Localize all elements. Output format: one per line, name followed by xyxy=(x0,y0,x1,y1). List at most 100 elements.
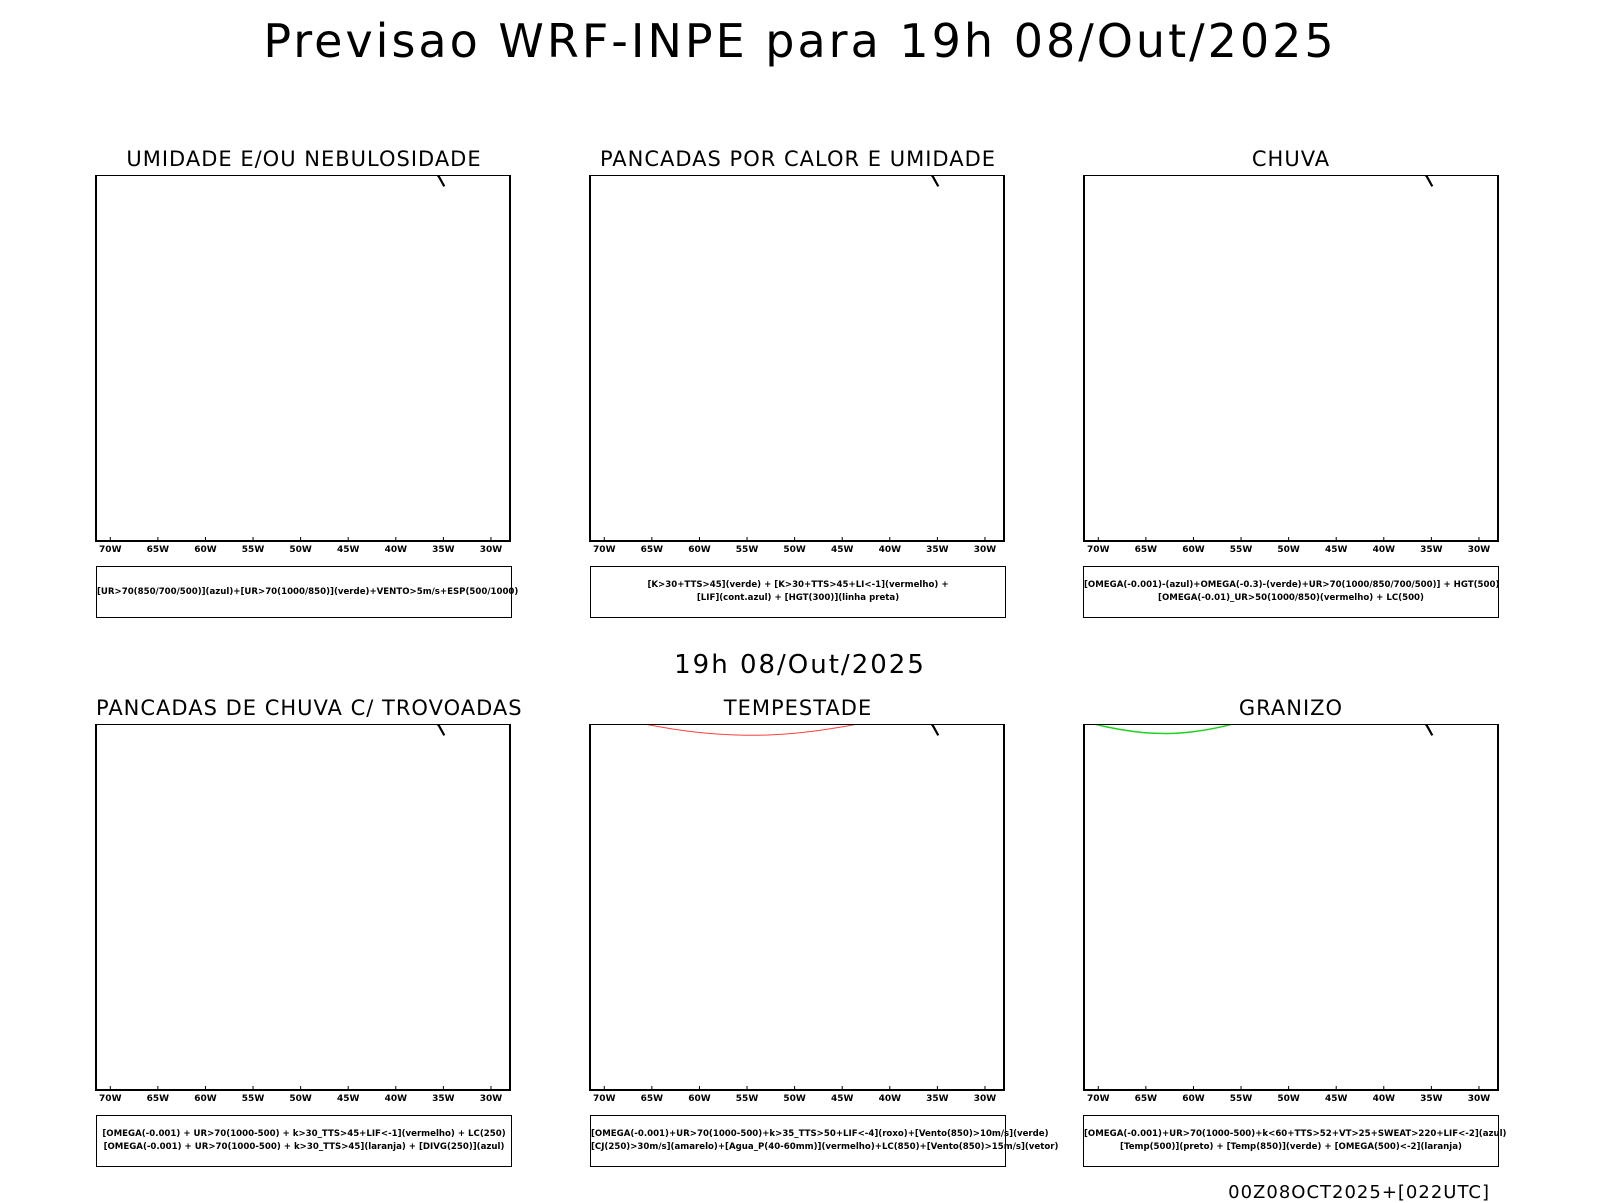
coastline xyxy=(929,175,940,187)
lon-tick-label: 45W xyxy=(337,545,360,555)
lon-tick-label: 55W xyxy=(736,545,759,555)
panel-title: UMIDADE E/OU NEBULOSIDADE xyxy=(126,147,482,171)
lon-tick-label: 50W xyxy=(289,1094,312,1104)
run-timestamp: 00Z08OCT2025+[022UTC] xyxy=(1228,1182,1490,1203)
lon-tick-label: 35W xyxy=(1420,545,1443,555)
lon-tick-label: 35W xyxy=(926,1094,949,1104)
panel-title: TEMPESTADE xyxy=(723,696,873,720)
legend-box: [UR>70(850/700/500)](azul)+[UR>70(1000/8… xyxy=(96,566,519,618)
map-humidity: 1008101210161020102410201016101210245705… xyxy=(95,175,511,555)
legend-box: [OMEGA(-0.001)+UR>70(1000-500)+k<60+TTS>… xyxy=(1083,1115,1507,1167)
map-frame xyxy=(1083,724,1499,1091)
lon-tick-label: 40W xyxy=(1373,1094,1396,1104)
legend-line-1: [OMEGA(-0.001)-(azul)+OMEGA(-0.3)-(verde… xyxy=(1084,580,1500,590)
legend-line-1: [OMEGA(-0.001)+UR>70(1000-500)+k<60+TTS>… xyxy=(1084,1129,1507,1139)
map-content: 1008101210161020102410201016101210245705… xyxy=(337,175,446,187)
map-hail: -12-15-18-21-24-12-15-18-21-15-1812S15S1… xyxy=(1083,724,1499,1104)
lon-tick-label: 50W xyxy=(289,545,312,555)
lon-tick-label: 50W xyxy=(783,545,806,555)
lon-tick-label: 45W xyxy=(337,1094,360,1104)
lon-tick-label: 55W xyxy=(1230,545,1253,555)
map-content xyxy=(641,724,940,736)
map-convection: 9600952094409360928096009520944093609280… xyxy=(589,175,1005,555)
lon-tick-label: 55W xyxy=(242,1094,265,1104)
lon-tick-label: 45W xyxy=(1325,1094,1348,1104)
legend-line-1: [OMEGA(-0.001)+UR>70(1000-500)+k>35_TTS>… xyxy=(591,1129,1049,1139)
map-content xyxy=(337,724,446,736)
lon-tick-label: 60W xyxy=(1182,545,1205,555)
panel-title: GRANIZO xyxy=(1238,696,1344,720)
panel-title: PANCADAS DE CHUVA C/ TROVOADAS xyxy=(96,696,523,720)
lon-tick-label: 30W xyxy=(480,545,503,555)
panel-title: CHUVA xyxy=(1251,147,1331,171)
lon-tick-label: 40W xyxy=(385,545,408,555)
lon-tick-label: 30W xyxy=(480,1094,503,1104)
lon-tick-label: 60W xyxy=(194,545,217,555)
legend-box: [OMEGA(-0.001)+UR>70(1000-500)+k>35_TTS>… xyxy=(590,1115,1059,1167)
lon-tick-label: 70W xyxy=(1087,545,1110,555)
lon-tick-label: 35W xyxy=(432,545,455,555)
map-rain: 57657056756457357658258512S15S18S21S24S2… xyxy=(1083,175,1499,555)
lon-tick-label: 65W xyxy=(641,545,664,555)
lon-tick-label: 45W xyxy=(1325,545,1348,555)
lon-tick-label: 70W xyxy=(99,1094,122,1104)
lon-tick-label: 60W xyxy=(194,1094,217,1104)
legend-line-2: [Temp(500)](preto) + [Temp(850)](verde) … xyxy=(1120,1142,1462,1152)
mid-date-title: 19h 08/Out/2025 xyxy=(674,650,926,680)
map-content: 576570567564573576582585 xyxy=(1325,175,1434,187)
lon-tick-label: 40W xyxy=(1373,545,1396,555)
map-frame xyxy=(95,175,511,542)
lon-tick-label: 70W xyxy=(99,545,122,555)
lon-tick-label: 45W xyxy=(831,545,854,555)
lon-tick-label: 50W xyxy=(1277,1094,1300,1104)
lon-tick-label: 55W xyxy=(242,545,265,555)
lon-tick-label: 40W xyxy=(879,545,902,555)
coastline xyxy=(435,175,446,187)
lon-tick-label: 40W xyxy=(879,1094,902,1104)
lon-tick-label: 70W xyxy=(593,545,616,555)
map-frame xyxy=(589,175,1005,542)
map-storm: 12S15S18S21S24S27S30S33S36S39S42S70W65W6… xyxy=(589,724,1005,1104)
lon-tick-label: 30W xyxy=(1468,1094,1491,1104)
legend-line-1: [OMEGA(-0.001) + UR>70(1000-500) + k>30_… xyxy=(102,1129,506,1139)
lon-tick-label: 60W xyxy=(688,545,711,555)
map-content: -12-15-18-21-24-12-15-18-21-15-18 xyxy=(1090,724,1434,736)
coastline xyxy=(929,724,940,736)
lon-tick-label: 50W xyxy=(783,1094,806,1104)
lon-tick-label: 30W xyxy=(974,545,997,555)
map-frame xyxy=(1083,175,1499,542)
lon-tick-label: 65W xyxy=(1135,1094,1158,1104)
lon-tick-label: 60W xyxy=(1182,1094,1205,1104)
lon-tick-label: 65W xyxy=(1135,545,1158,555)
coastline xyxy=(1423,175,1434,187)
lon-tick-label: 30W xyxy=(1468,545,1491,555)
legend-line-1: [K>30+TTS>45](verde) + [K>30+TTS>45+LI<-… xyxy=(647,580,949,590)
main-title: Previsao WRF-INPE para 19h 08/Out/2025 xyxy=(263,14,1337,68)
lon-tick-label: 35W xyxy=(926,545,949,555)
panel-title: PANCADAS POR CALOR E UMIDADE xyxy=(599,147,997,171)
legend-box: [K>30+TTS>45](verde) + [K>30+TTS>45+LI<-… xyxy=(590,566,1006,618)
legend-box: [OMEGA(-0.001) + UR>70(1000-500) + k>30_… xyxy=(96,1115,512,1167)
map-content: 9600952094409360928096009520944093609280… xyxy=(831,175,940,187)
lon-tick-label: 55W xyxy=(1230,1094,1253,1104)
lon-tick-label: 35W xyxy=(432,1094,455,1104)
lon-tick-label: 50W xyxy=(1277,545,1300,555)
lon-tick-label: 40W xyxy=(385,1094,408,1104)
map-frame xyxy=(95,724,511,1091)
lon-tick-label: 45W xyxy=(831,1094,854,1104)
lon-tick-label: 70W xyxy=(1087,1094,1110,1104)
map-thunderstorms: 12S15S18S21S24S27S30S33S36S39S42S70W65W6… xyxy=(95,724,511,1104)
lon-tick-label: 60W xyxy=(688,1094,711,1104)
lon-tick-label: 55W xyxy=(736,1094,759,1104)
lon-tick-label: 65W xyxy=(147,1094,170,1104)
lon-tick-label: 65W xyxy=(147,545,170,555)
map-frame xyxy=(589,724,1005,1091)
coastline xyxy=(435,724,446,736)
lon-tick-label: 70W xyxy=(593,1094,616,1104)
legend-box: [OMEGA(-0.001)-(azul)+OMEGA(-0.3)-(verde… xyxy=(1083,566,1499,618)
legend-line-2: [CJ(250)>30m/s](amarelo)+[Agua_P(40-60mm… xyxy=(591,1142,1059,1152)
legend-line-2: [OMEGA(-0.01)_UR>50(1000/850)(vermelho) … xyxy=(1158,593,1424,603)
legend-line-2: [OMEGA(-0.001) + UR>70(1000-500) + k>30_… xyxy=(103,1142,505,1152)
legend-line-1: [UR>70(850/700/500)](azul)+[UR>70(1000/8… xyxy=(97,586,519,597)
lon-tick-label: 30W xyxy=(974,1094,997,1104)
